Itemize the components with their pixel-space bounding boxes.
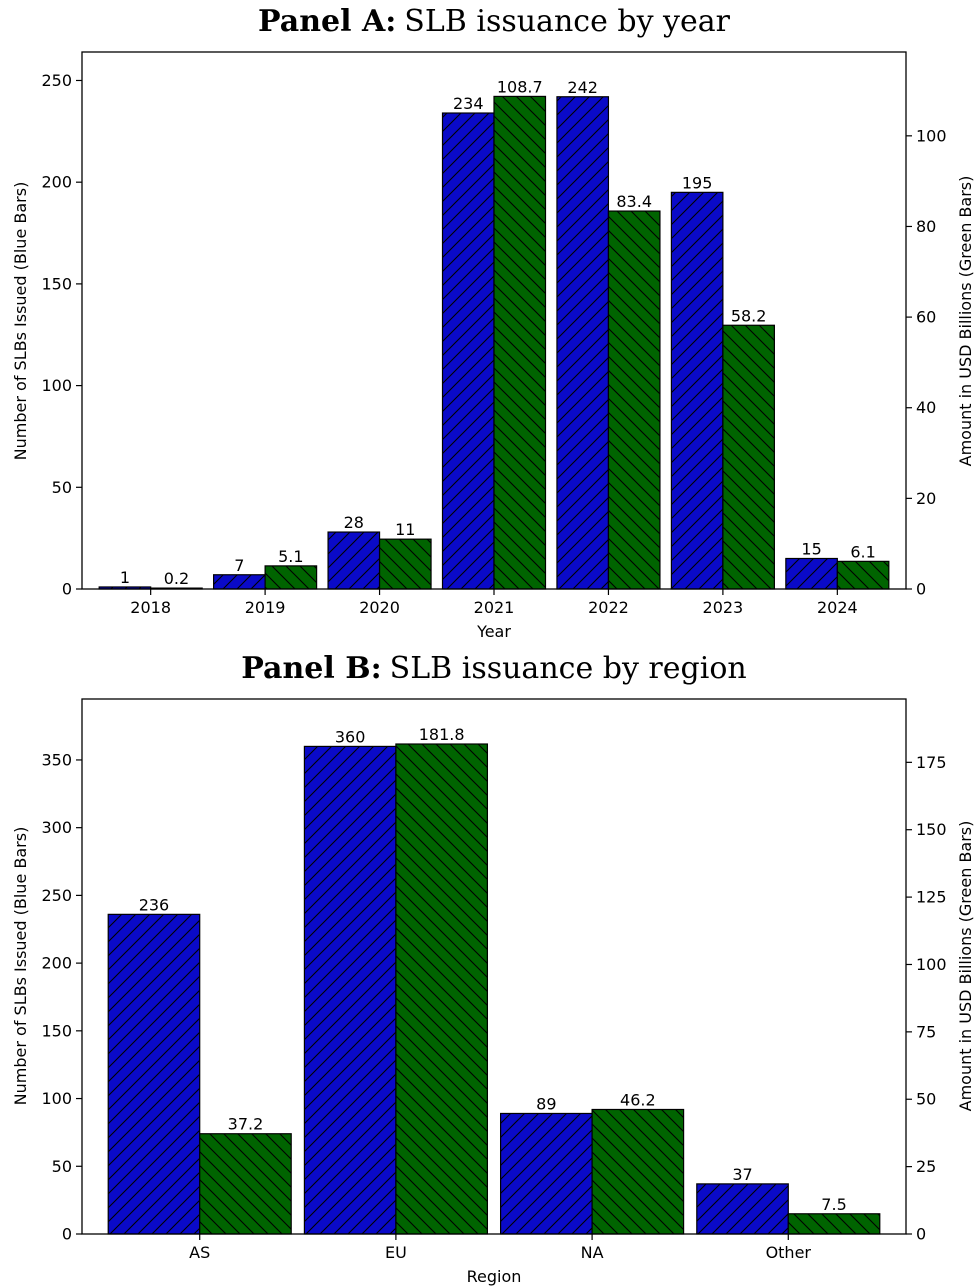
panel-a-left-tick-label: 100 xyxy=(41,376,72,395)
panel-b-amount-bar-other xyxy=(787,1213,881,1235)
panel-b-left-tick-label: 0 xyxy=(62,1225,72,1244)
panel-a-amount-bar-2022 xyxy=(607,210,661,590)
panel-b-count-label-eu: 360 xyxy=(335,727,366,746)
panel-a-right-tick-label: 40 xyxy=(916,398,936,417)
panel-a-x-tick-label-2020: 2020 xyxy=(359,598,400,617)
panel-a-amount-label-2020: 11 xyxy=(395,520,415,539)
panel-b-right-tick-label: 125 xyxy=(916,888,947,907)
panel-b-right-tick-label: 100 xyxy=(916,955,947,974)
panel-b-xlabel: Region xyxy=(467,1267,522,1286)
panel-b-count-bar-other xyxy=(696,1183,789,1235)
panel-b-plot-area: 236 360 89 37 37.2 181.8 46.2 7.5 0 50 100 150 200 25… xyxy=(41,698,947,1262)
panel-a-x-tick-label-2022: 2022 xyxy=(588,598,629,617)
panel-a-amount-bar-2020 xyxy=(378,538,432,590)
panel-a-title: Panel A: SLB issuance by year xyxy=(258,4,731,39)
panel-b-right-tick-label: 150 xyxy=(916,820,947,839)
panel-a-amount-bar-2019 xyxy=(264,565,318,590)
panel-a-amount-label-2024: 6.1 xyxy=(850,542,875,561)
panel-a-count-bar-2019 xyxy=(213,574,266,590)
panel-a: Panel A: SLB issuance by year 17282342421… xyxy=(11,4,975,641)
panel-a-x-tick-label-2024: 2024 xyxy=(817,598,858,617)
panel-b-ylabel-right: Amount in USD Billions (Green Bars) xyxy=(956,821,975,1112)
panel-a-right-tick-label: 100 xyxy=(916,126,947,145)
panel-b-left-tick-label: 100 xyxy=(41,1089,72,1108)
panel-a-count-label-2022: 242 xyxy=(567,78,598,97)
panel-a-ylabel-left: Number of SLBs Issued (Blue Bars) xyxy=(11,182,30,461)
panel-b-axes-frame xyxy=(81,698,907,1235)
panel-a-count-label-2020: 28 xyxy=(344,513,364,532)
panel-a-count-bar-2023 xyxy=(670,191,724,590)
panel-b-amount-label-as: 37.2 xyxy=(228,1115,264,1134)
panel-b-x-tick-label-na: NA xyxy=(581,1243,604,1262)
panel-b-amount-label-other: 7.5 xyxy=(821,1195,846,1214)
panel-a-count-bar-2020 xyxy=(327,531,381,590)
panel-b-title: Panel B: SLB issuance by region xyxy=(241,651,746,686)
panel-b-x-tick-label-eu: EU xyxy=(385,1243,407,1262)
panel-b-left-tick-label: 250 xyxy=(41,886,72,905)
panel-b-title-text: SLB issuance by region xyxy=(390,651,747,686)
panel-b-left-tick-label: 200 xyxy=(41,954,72,973)
panel-a-ylabel-right: Amount in USD Billions (Green Bars) xyxy=(956,176,975,467)
panel-b-right-tick-label: 75 xyxy=(916,1022,936,1041)
panel-b-amount-label-eu: 181.8 xyxy=(419,725,465,744)
panel-b-count-bar-eu xyxy=(303,745,397,1235)
panel-b-title-prefix: Panel B: xyxy=(241,651,381,686)
panel-a-amount-label-2019: 5.1 xyxy=(278,547,303,566)
panel-a-amount-label-2018: 0.2 xyxy=(164,569,189,588)
panel-b-x-tick-label-as: AS xyxy=(189,1243,210,1262)
panel-b-right-tick-label: 175 xyxy=(916,753,947,772)
panel-a-x-tick-label-2023: 2023 xyxy=(703,598,744,617)
panel-a-left-tick-label: 50 xyxy=(52,478,72,497)
panel-a-xlabel: Year xyxy=(476,622,511,641)
panel-a-amount-bar-2024 xyxy=(836,560,890,590)
panel-a-count-label-2021: 234 xyxy=(453,94,484,113)
panel-a-count-label-2023: 195 xyxy=(682,173,713,192)
panel-a-left-tick-label: 200 xyxy=(41,173,72,192)
panel-a-amount-label-2023: 58.2 xyxy=(731,306,767,325)
panel-b-amount-bar-eu xyxy=(395,743,489,1235)
panel-a-right-tick-label: 0 xyxy=(916,580,926,599)
panel-a-left-tick-label: 0 xyxy=(62,580,72,599)
panel-b-count-label-other: 37 xyxy=(732,1165,752,1184)
panel-a-x-tick-label-2021: 2021 xyxy=(474,598,515,617)
panel-a-amount-bar-2023 xyxy=(722,324,775,590)
panel-a-title-prefix: Panel A: xyxy=(258,4,396,39)
panel-b-right-tick-label: 25 xyxy=(916,1157,936,1176)
panel-a-right-tick-label: 20 xyxy=(916,489,936,508)
panel-b-right-tick-label: 0 xyxy=(916,1225,926,1244)
panel-b-amount-bar-na xyxy=(591,1108,685,1235)
panel-a-count-bar-2021 xyxy=(441,112,495,590)
panel-a-count-label-2018: 1 xyxy=(120,568,130,587)
panel-a-left-tick-label: 250 xyxy=(41,71,72,90)
panel-a-amount-label-2021: 108.7 xyxy=(497,77,543,96)
panel-b-left-tick-label: 50 xyxy=(52,1157,72,1176)
panel-b-amount-bar-as xyxy=(199,1133,292,1235)
panel-a-title-text: SLB issuance by year xyxy=(404,4,730,39)
panel-b-left-tick-label: 300 xyxy=(41,818,72,837)
panel-b-x-tick-label-other: Other xyxy=(766,1243,812,1262)
panel-b-left-tick-label: 350 xyxy=(41,750,72,769)
panel-a-amount-bar-2021 xyxy=(493,95,547,590)
panel-b-count-label-as: 236 xyxy=(139,895,170,914)
panel-b-ylabel-left: Number of SLBs Issued (Blue Bars) xyxy=(11,827,30,1106)
panel-b-count-label-na: 89 xyxy=(536,1094,556,1113)
panel-a-right-tick-label: 80 xyxy=(916,217,936,236)
panel-a-count-bar-2024 xyxy=(785,557,838,590)
panel-a-right-tick-label: 60 xyxy=(916,308,936,327)
panel-b-amount-label-na: 46.2 xyxy=(620,1090,656,1109)
panel-a-plot-area: 1 7 28 234 242 195 15 0.2 5.1 11 108.7 83.4 58.2 6.1 0… xyxy=(41,51,947,617)
panel-b-count-bar-as xyxy=(107,913,201,1235)
panel-b-right-tick-label: 50 xyxy=(916,1090,936,1109)
panel-a-count-label-2024: 15 xyxy=(801,539,821,558)
panel-a-count-label-2019: 7 xyxy=(234,556,244,575)
panel-a-x-tick-label-2019: 2019 xyxy=(245,598,286,617)
panel-a-x-tick-label-2018: 2018 xyxy=(130,598,171,617)
panel-b-count-bar-na xyxy=(499,1112,593,1235)
panel-a-left-tick-label: 150 xyxy=(41,274,72,293)
panel-b-left-tick-label: 150 xyxy=(41,1021,72,1040)
panel-a-amount-label-2022: 83.4 xyxy=(616,192,652,211)
panel-a-count-bar-2022 xyxy=(556,96,610,590)
panel-b: Panel B: SLB issuance by region 236 360 89 3… xyxy=(11,651,975,1286)
